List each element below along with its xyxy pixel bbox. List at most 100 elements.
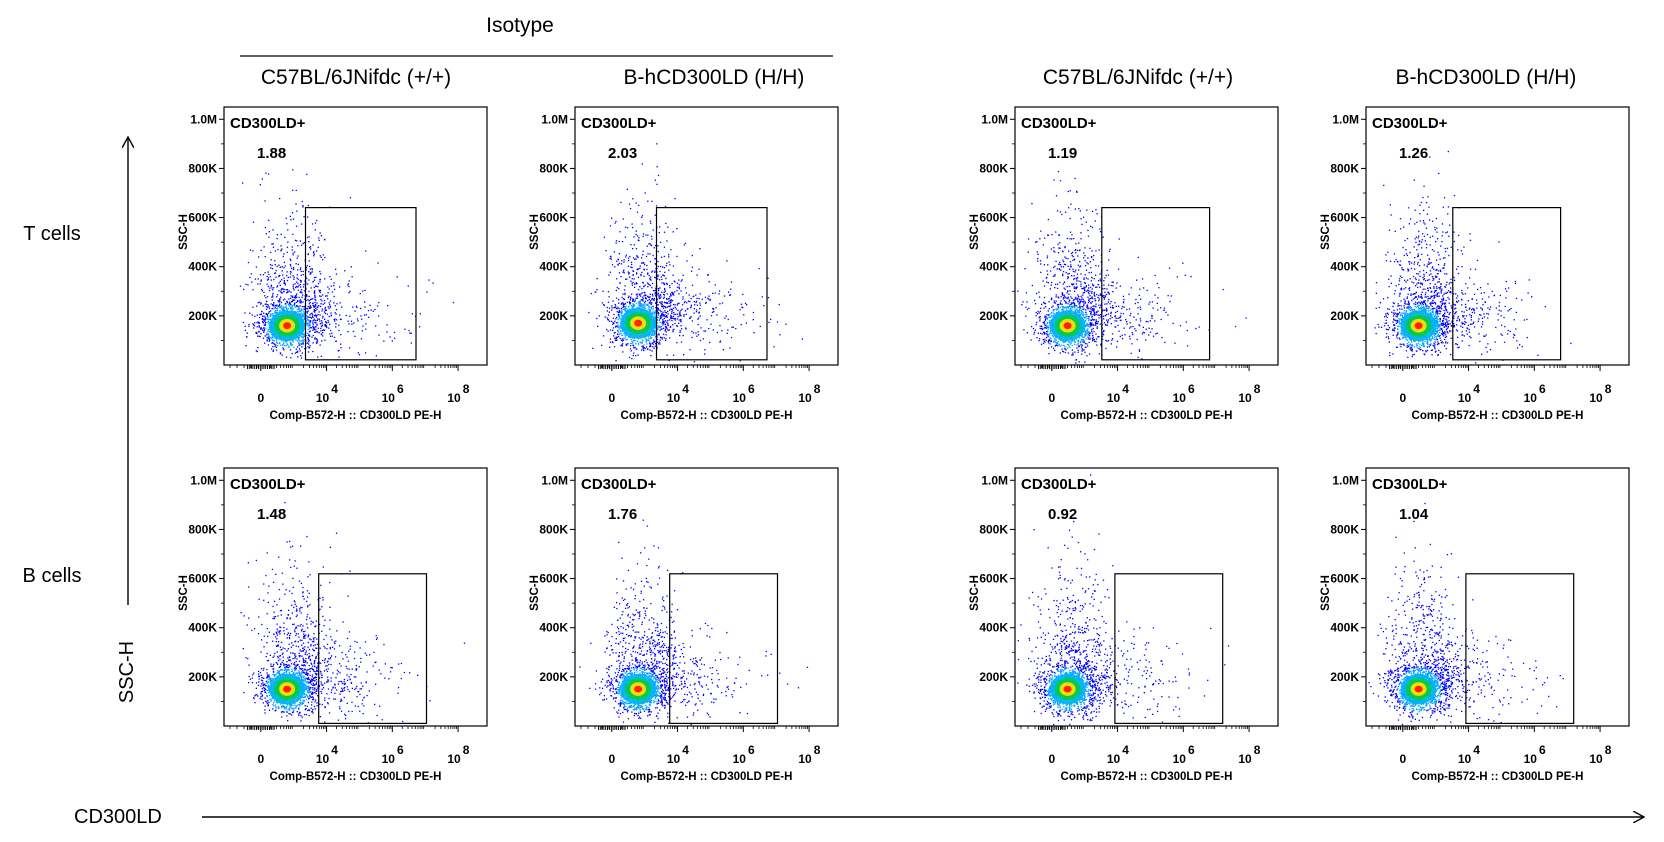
event-dot: [618, 331, 620, 333]
event-dot: [643, 347, 645, 349]
event-dot: [286, 251, 288, 253]
event-dot: [300, 313, 302, 315]
event-dot: [1087, 229, 1089, 232]
event-dot: [1085, 269, 1088, 271]
event-dot: [603, 303, 605, 306]
event-dot: [1137, 256, 1139, 259]
event-dot: [691, 330, 693, 333]
event-dot: [602, 290, 604, 292]
event-dot: [649, 309, 652, 311]
event-dot: [268, 289, 271, 292]
event-dot: [729, 347, 731, 349]
event-dot: [740, 324, 742, 326]
event-dot: [1140, 298, 1142, 300]
event-dot: [1106, 340, 1108, 342]
y-tick-label: 200K: [188, 309, 217, 323]
event-dot: [729, 294, 732, 296]
event-dot: [630, 244, 632, 246]
event-dot: [761, 296, 763, 298]
event-dot: [616, 325, 618, 327]
event-dot: [670, 249, 672, 251]
event-dot: [662, 274, 664, 276]
event-dot: [298, 336, 300, 339]
event-dot: [290, 342, 292, 345]
event-dot: [289, 271, 292, 273]
event-dot: [320, 333, 323, 336]
event-dot: [258, 316, 261, 319]
event-dot: [647, 339, 649, 341]
event-dot: [1080, 285, 1082, 287]
event-dot: [718, 293, 720, 295]
event-dot: [1049, 320, 1052, 322]
event-dot: [303, 313, 305, 316]
event-dot: [1186, 345, 1189, 347]
event-dot: [306, 315, 308, 318]
panel-x-label: Comp-B572-H :: CD300LD PE-H: [621, 410, 793, 422]
event-dot: [308, 236, 310, 238]
event-dot: [1045, 339, 1047, 342]
event-dot: [290, 344, 292, 346]
event-dot: [1102, 334, 1105, 336]
event-dot: [293, 299, 296, 301]
event-dot: [672, 292, 674, 295]
event-dot: [1072, 255, 1074, 258]
event-dot: [324, 309, 326, 312]
event-dot: [1123, 298, 1125, 301]
event-dot: [636, 211, 639, 213]
event-dot: [307, 310, 309, 312]
event-dot: [283, 261, 285, 264]
event-dot: [249, 249, 252, 251]
event-dot: [655, 287, 657, 290]
event-dot: [305, 269, 307, 271]
event-dot: [1046, 276, 1048, 279]
event-dot: [296, 305, 298, 308]
event-dot: [261, 317, 264, 320]
event-dot: [612, 329, 614, 331]
event-dot: [625, 339, 627, 341]
event-dot: [669, 299, 671, 302]
event-dot: [644, 347, 646, 350]
event-dot: [1112, 305, 1114, 307]
event-dot: [629, 303, 631, 306]
event-dot: [1057, 308, 1059, 310]
plot-frame: [574, 106, 839, 366]
event-dot: [651, 282, 654, 285]
event-dot: [340, 318, 342, 320]
event-dot: [622, 271, 624, 273]
event-dot: [1110, 311, 1112, 313]
event-dot: [655, 302, 657, 304]
event-dot: [301, 200, 303, 203]
event-dot: [324, 324, 327, 326]
event-dot: [622, 298, 625, 300]
event-dot: [624, 338, 626, 340]
event-dot: [1083, 339, 1085, 341]
event-dot: [319, 314, 321, 316]
event-dot: [1081, 313, 1083, 316]
event-dot: [1083, 308, 1085, 310]
event-dot: [642, 303, 644, 305]
y-tick-label: 1.0M: [190, 112, 217, 126]
event-dot: [615, 307, 617, 309]
event-dot: [419, 313, 421, 315]
event-dot: [632, 198, 634, 200]
event-dot: [654, 312, 656, 314]
event-dot: [1079, 261, 1081, 263]
event-dot: [249, 312, 251, 314]
event-dot: [333, 295, 335, 298]
event-dot: [306, 342, 308, 344]
event-dot: [657, 328, 659, 330]
event-dot: [655, 307, 657, 309]
event-dot: [1061, 292, 1064, 295]
event-dot: [291, 352, 293, 355]
event-dot: [272, 296, 274, 298]
event-dot: [699, 302, 701, 304]
event-dot: [615, 297, 618, 299]
event-dot: [275, 269, 277, 272]
event-dot: [723, 295, 726, 297]
event-dot: [300, 302, 302, 304]
event-dot: [668, 269, 670, 271]
event-dot: [683, 244, 685, 246]
event-dot: [334, 305, 336, 307]
event-dot: [313, 292, 316, 295]
event-dot: [1050, 332, 1052, 335]
